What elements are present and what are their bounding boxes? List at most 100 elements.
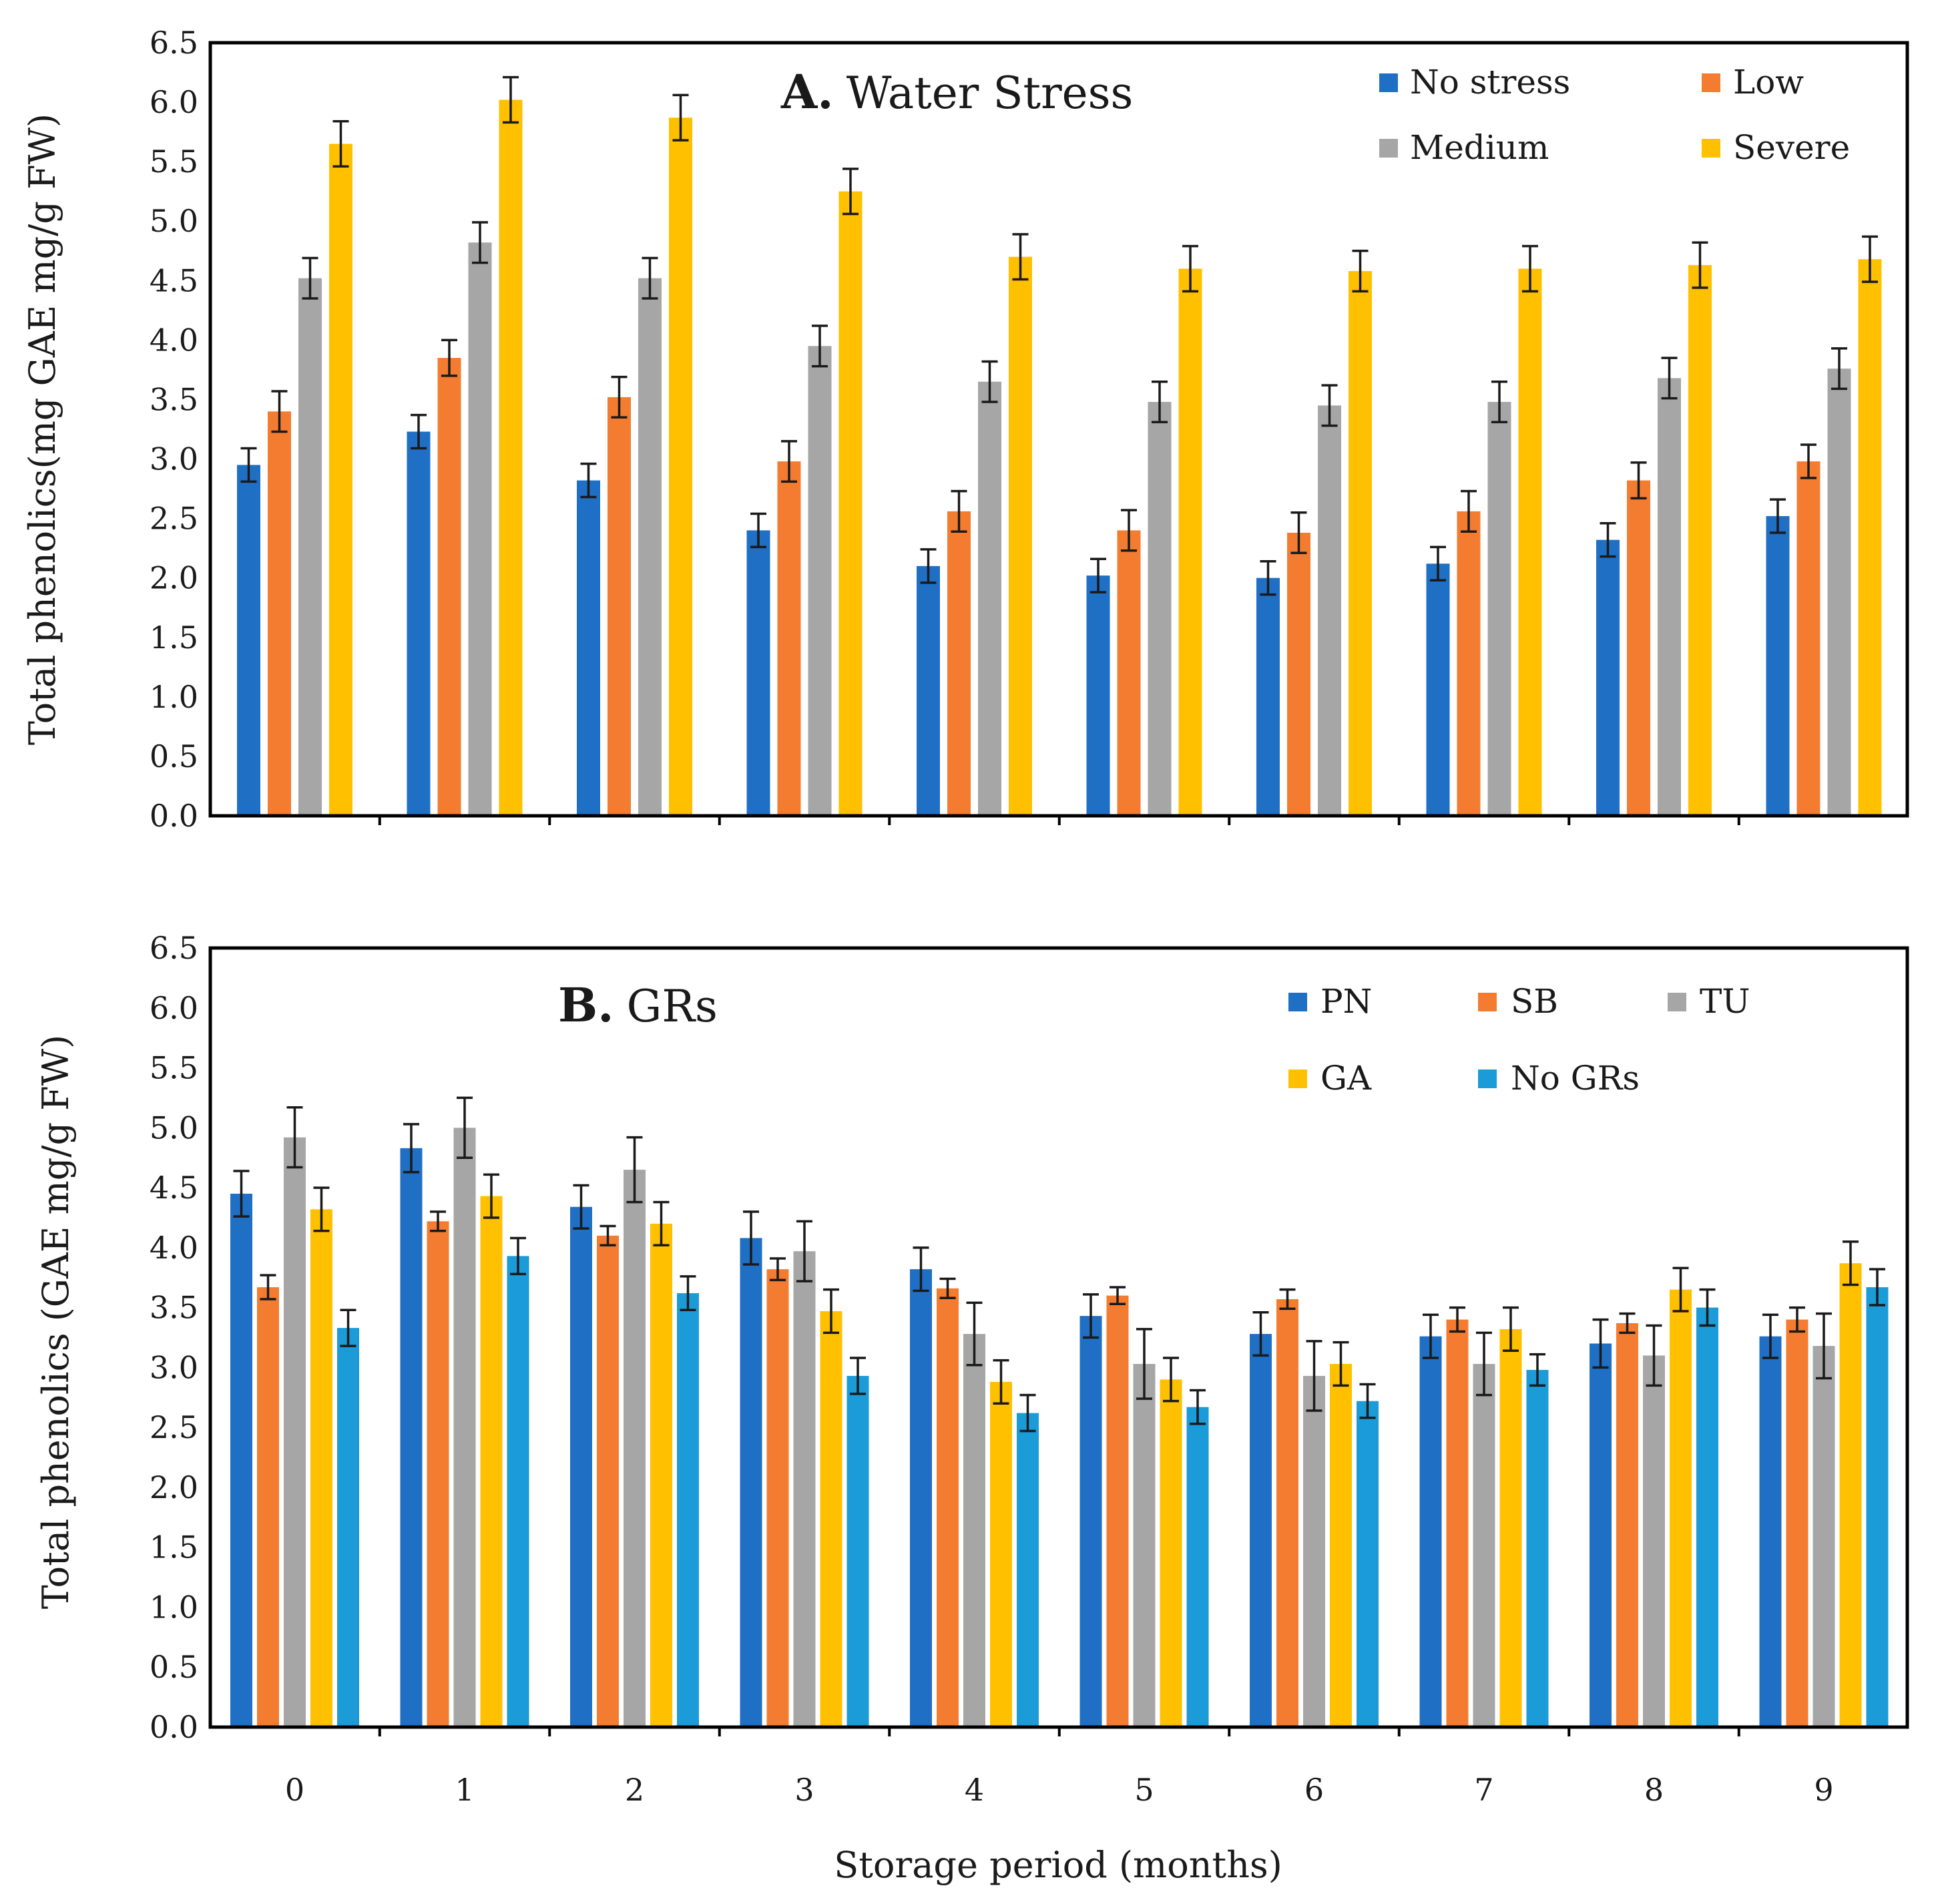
panel-b-x-tick-label: 9 <box>1814 1772 1833 1808</box>
panel-b-bar-sb-month-8 <box>1616 1323 1638 1727</box>
panel-a-bar-severe-month-0 <box>329 144 352 816</box>
panel-a-bar-low-month-2 <box>608 397 631 816</box>
panel-b-error-bar-no-grs-month-7 <box>1529 1353 1545 1387</box>
legend-label-sb: SB <box>1511 982 1558 1021</box>
panel-b-error-bar-no-grs-month-0 <box>340 1308 356 1347</box>
panel-a-bar-low-month-7 <box>1457 511 1481 816</box>
panel-b-y-ticks: 0.0 0.5 1.0 1.5 2.0 2.5 3.0 3.5 4.0 4.5 5.0 5.5 6.0 6… <box>150 930 198 1745</box>
panel-b-error-bar-tu-month-8 <box>1646 1324 1662 1387</box>
panel-b-y-tick-label: 3.0 <box>150 1349 198 1385</box>
panel-b-bar-no-grs-month-5 <box>1186 1407 1209 1727</box>
panel-b-title-letter: B. <box>558 977 614 1033</box>
panel-b-x-tick-label: 8 <box>1644 1772 1664 1808</box>
panel-b-bars <box>230 1128 1889 1727</box>
panel-b-bar-no-grs-month-0 <box>337 1328 359 1727</box>
panel-b-error-bar-tu-month-6 <box>1306 1340 1322 1412</box>
panel-a-bar-low-month-1 <box>437 358 461 816</box>
panel-a-error-bar-medium-month-0 <box>302 256 318 300</box>
panel-b-bar-tu-month-2 <box>624 1170 646 1727</box>
panel-b-x-tick-label: 1 <box>455 1772 474 1808</box>
panel-a-error-bars <box>240 75 1878 596</box>
panel-b-bar-pn-month-8 <box>1590 1343 1612 1727</box>
panel-a-bar-medium-month-0 <box>298 278 322 816</box>
panel-b-error-bar-sb-month-3 <box>770 1257 786 1282</box>
panel-b-bar-ga-month-6 <box>1330 1363 1352 1727</box>
panel-a-bar-low-month-9 <box>1796 461 1820 816</box>
panel-b-bar-tu-month-6 <box>1303 1375 1325 1727</box>
legend-label-low: Low <box>1733 63 1804 101</box>
panel-b-bar-no-grs-month-6 <box>1357 1401 1379 1727</box>
panel-b-y-tick-label: 4.5 <box>150 1170 198 1206</box>
panel-b-bar-pn-month-2 <box>570 1206 592 1727</box>
panel-a-error-bar-medium-month-7 <box>1491 380 1507 424</box>
legend-label-medium: Medium <box>1410 128 1549 167</box>
panel-a-error-bar-severe-month-5 <box>1182 244 1198 293</box>
panel-a-bar-no-stress-month-5 <box>1086 575 1110 816</box>
panel-b-error-bar-ga-month-6 <box>1332 1341 1349 1387</box>
panel-b-bar-no-grs-month-1 <box>507 1256 529 1727</box>
panel-b-x-axis-title: Storage period (months) <box>834 1844 1282 1886</box>
panel-b-bar-sb-month-4 <box>937 1288 959 1727</box>
panel-b-error-bar-sb-month-8 <box>1619 1312 1636 1335</box>
panel-a-error-bar-low-month-1 <box>441 338 457 377</box>
panel-b-bar-ga-month-5 <box>1160 1379 1182 1727</box>
panel-b-error-bar-pn-month-4 <box>913 1246 929 1292</box>
panel-a-error-bar-severe-month-2 <box>672 93 689 142</box>
panel-b-y-tick-label: 6.0 <box>150 990 198 1026</box>
panel-b-bar-ga-month-1 <box>480 1196 503 1727</box>
panel-a-y-tick-label: 4.0 <box>150 322 198 358</box>
panel-a-bar-severe-month-3 <box>838 191 863 816</box>
panel-b-bar-ga-month-7 <box>1499 1329 1522 1727</box>
legend-swatch-tu <box>1668 993 1686 1011</box>
panel-b-error-bar-no-grs-month-1 <box>510 1236 526 1276</box>
panel-b-x-tick-label: 4 <box>965 1772 984 1808</box>
panel-a-bar-no-stress-month-1 <box>407 431 431 816</box>
panel-a-error-bar-severe-month-1 <box>503 75 519 124</box>
panel-a-y-tick-label: 5.0 <box>150 203 198 239</box>
panel-b-error-bar-no-grs-month-6 <box>1359 1383 1376 1419</box>
panel-b-bar-pn-month-3 <box>740 1238 762 1727</box>
panel-b-error-bars <box>233 1096 1885 1433</box>
panel-a-y-tick-label: 1.5 <box>150 620 198 656</box>
panel-a-error-bar-no-stress-month-7 <box>1430 545 1446 582</box>
legend-swatch-medium <box>1379 139 1398 158</box>
panel-a-bar-low-month-3 <box>777 461 801 816</box>
panel-a-bar-medium-month-2 <box>638 278 662 816</box>
panel-b-x-tick-label: 6 <box>1304 1772 1324 1808</box>
panel-b-x-tick-label: 7 <box>1474 1772 1493 1808</box>
panel-a-bar-low-month-5 <box>1117 530 1141 816</box>
panel-b-x-tick-label: 2 <box>625 1772 644 1808</box>
panel-b-bar-pn-month-6 <box>1250 1334 1272 1727</box>
panel-b-error-bar-ga-month-8 <box>1672 1266 1689 1313</box>
panel-b-error-bar-sb-month-7 <box>1449 1306 1465 1333</box>
panel-a-bars <box>237 99 1882 816</box>
panel-a-y-tick-label: 3.0 <box>150 441 198 477</box>
panel-a-error-bar-low-month-9 <box>1800 443 1816 479</box>
panel-a-legend: No stress Low Medium Severe <box>1379 63 1850 167</box>
panel-a-error-bar-no-stress-month-3 <box>750 512 766 549</box>
panel-b-error-bar-no-grs-month-5 <box>1190 1389 1206 1425</box>
panel-a-error-bar-low-month-4 <box>951 489 967 533</box>
panel-b-bar-sb-month-7 <box>1446 1319 1469 1727</box>
panel-b-bar-no-grs-month-4 <box>1017 1413 1039 1727</box>
legend-swatch-no-grs <box>1478 1069 1497 1088</box>
panel-b-error-bar-tu-month-3 <box>796 1220 812 1282</box>
panel-a-error-bar-severe-month-7 <box>1522 244 1538 293</box>
panel-b-bar-pn-month-1 <box>400 1148 423 1727</box>
panel-a-y-tick-label: 2.0 <box>150 560 198 596</box>
panel-a-bar-medium-month-9 <box>1827 369 1851 816</box>
panel-a-bar-medium-month-1 <box>468 242 492 816</box>
panel-a-y-tick-label: 0.5 <box>150 738 198 774</box>
panel-a-y-tick-label: 4.5 <box>150 262 198 298</box>
panel-b-y-tick-label: 4.0 <box>150 1230 198 1266</box>
panel-a-error-bar-medium-month-8 <box>1661 356 1678 400</box>
panel-b-bar-pn-month-7 <box>1419 1336 1442 1727</box>
panel-b-bar-sb-month-0 <box>257 1287 279 1727</box>
legend-swatch-low <box>1702 73 1720 92</box>
panel-a-title-letter: A. <box>780 64 834 120</box>
panel-a-plot-frame <box>208 41 1909 818</box>
panel-b-growth-regulators: 0.0 0.5 1.0 1.5 2.0 2.5 3.0 3.5 4.0 4.5 5.0 5.5 6.0 6… <box>35 930 1909 1886</box>
panel-a-title-text: Water Stress <box>846 67 1134 119</box>
panel-a-error-bar-severe-month-0 <box>332 120 349 168</box>
panel-a-bar-severe-month-2 <box>669 117 692 816</box>
